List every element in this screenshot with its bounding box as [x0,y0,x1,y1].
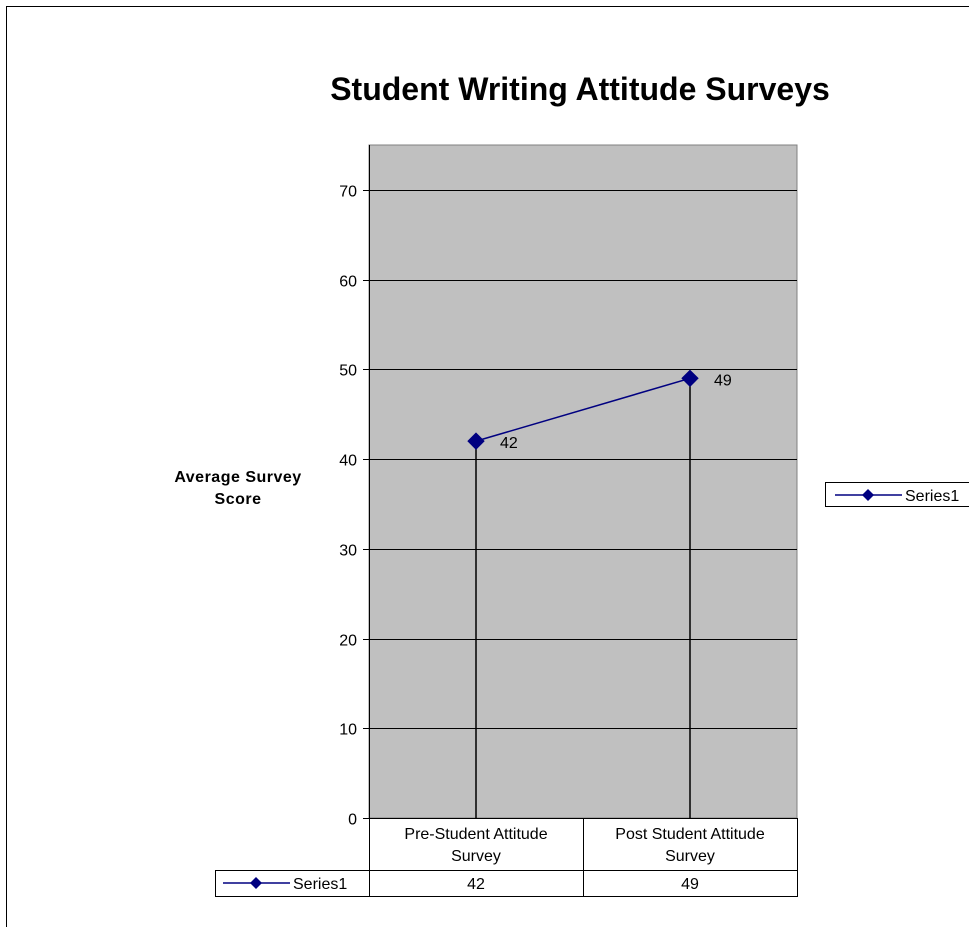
y-tick-label: 60 [339,274,357,291]
plot-background [368,144,798,819]
data-table-legend-marker [250,877,262,889]
y-axis-label-line: Average Survey [174,469,301,486]
y-tick-label: 30 [339,543,357,560]
data-table-legend-cell [215,870,370,897]
legend-marker [862,489,874,501]
y-tick-label: 40 [339,453,357,470]
legend: Series1 [825,482,969,507]
data-table-value: 49 [681,876,699,893]
chart-title: Student Writing Attitude Surveys [330,71,830,107]
data-table-value: 42 [467,876,485,893]
category-label: Pre-Student Attitude [404,826,547,843]
data-point-marker [681,369,699,388]
category-label: Post Student Attitude [615,826,765,843]
plot-area: 0 10 20 30 40 50 60 70 42 49 [339,144,798,829]
y-axis-label-line: Score [215,491,262,508]
data-table-series-name: Series1 [293,876,347,893]
legend-series-name: Series1 [905,488,959,505]
category-label: Survey [451,848,501,865]
y-tick-label: 50 [339,363,357,380]
category-label: Survey [665,848,715,865]
y-tick-label: 20 [339,633,357,650]
y-axis-label: Average Survey Score [174,469,301,508]
data-label: 42 [500,435,518,452]
y-tick-label: 0 [348,812,357,829]
y-tick-label: 70 [339,184,357,201]
data-table: Pre-Student Attitude Survey Post Student A… [215,818,798,897]
series-line [475,377,691,442]
y-tick-label: 10 [339,722,357,739]
data-label: 49 [714,372,732,389]
data-point-marker [467,432,485,450]
